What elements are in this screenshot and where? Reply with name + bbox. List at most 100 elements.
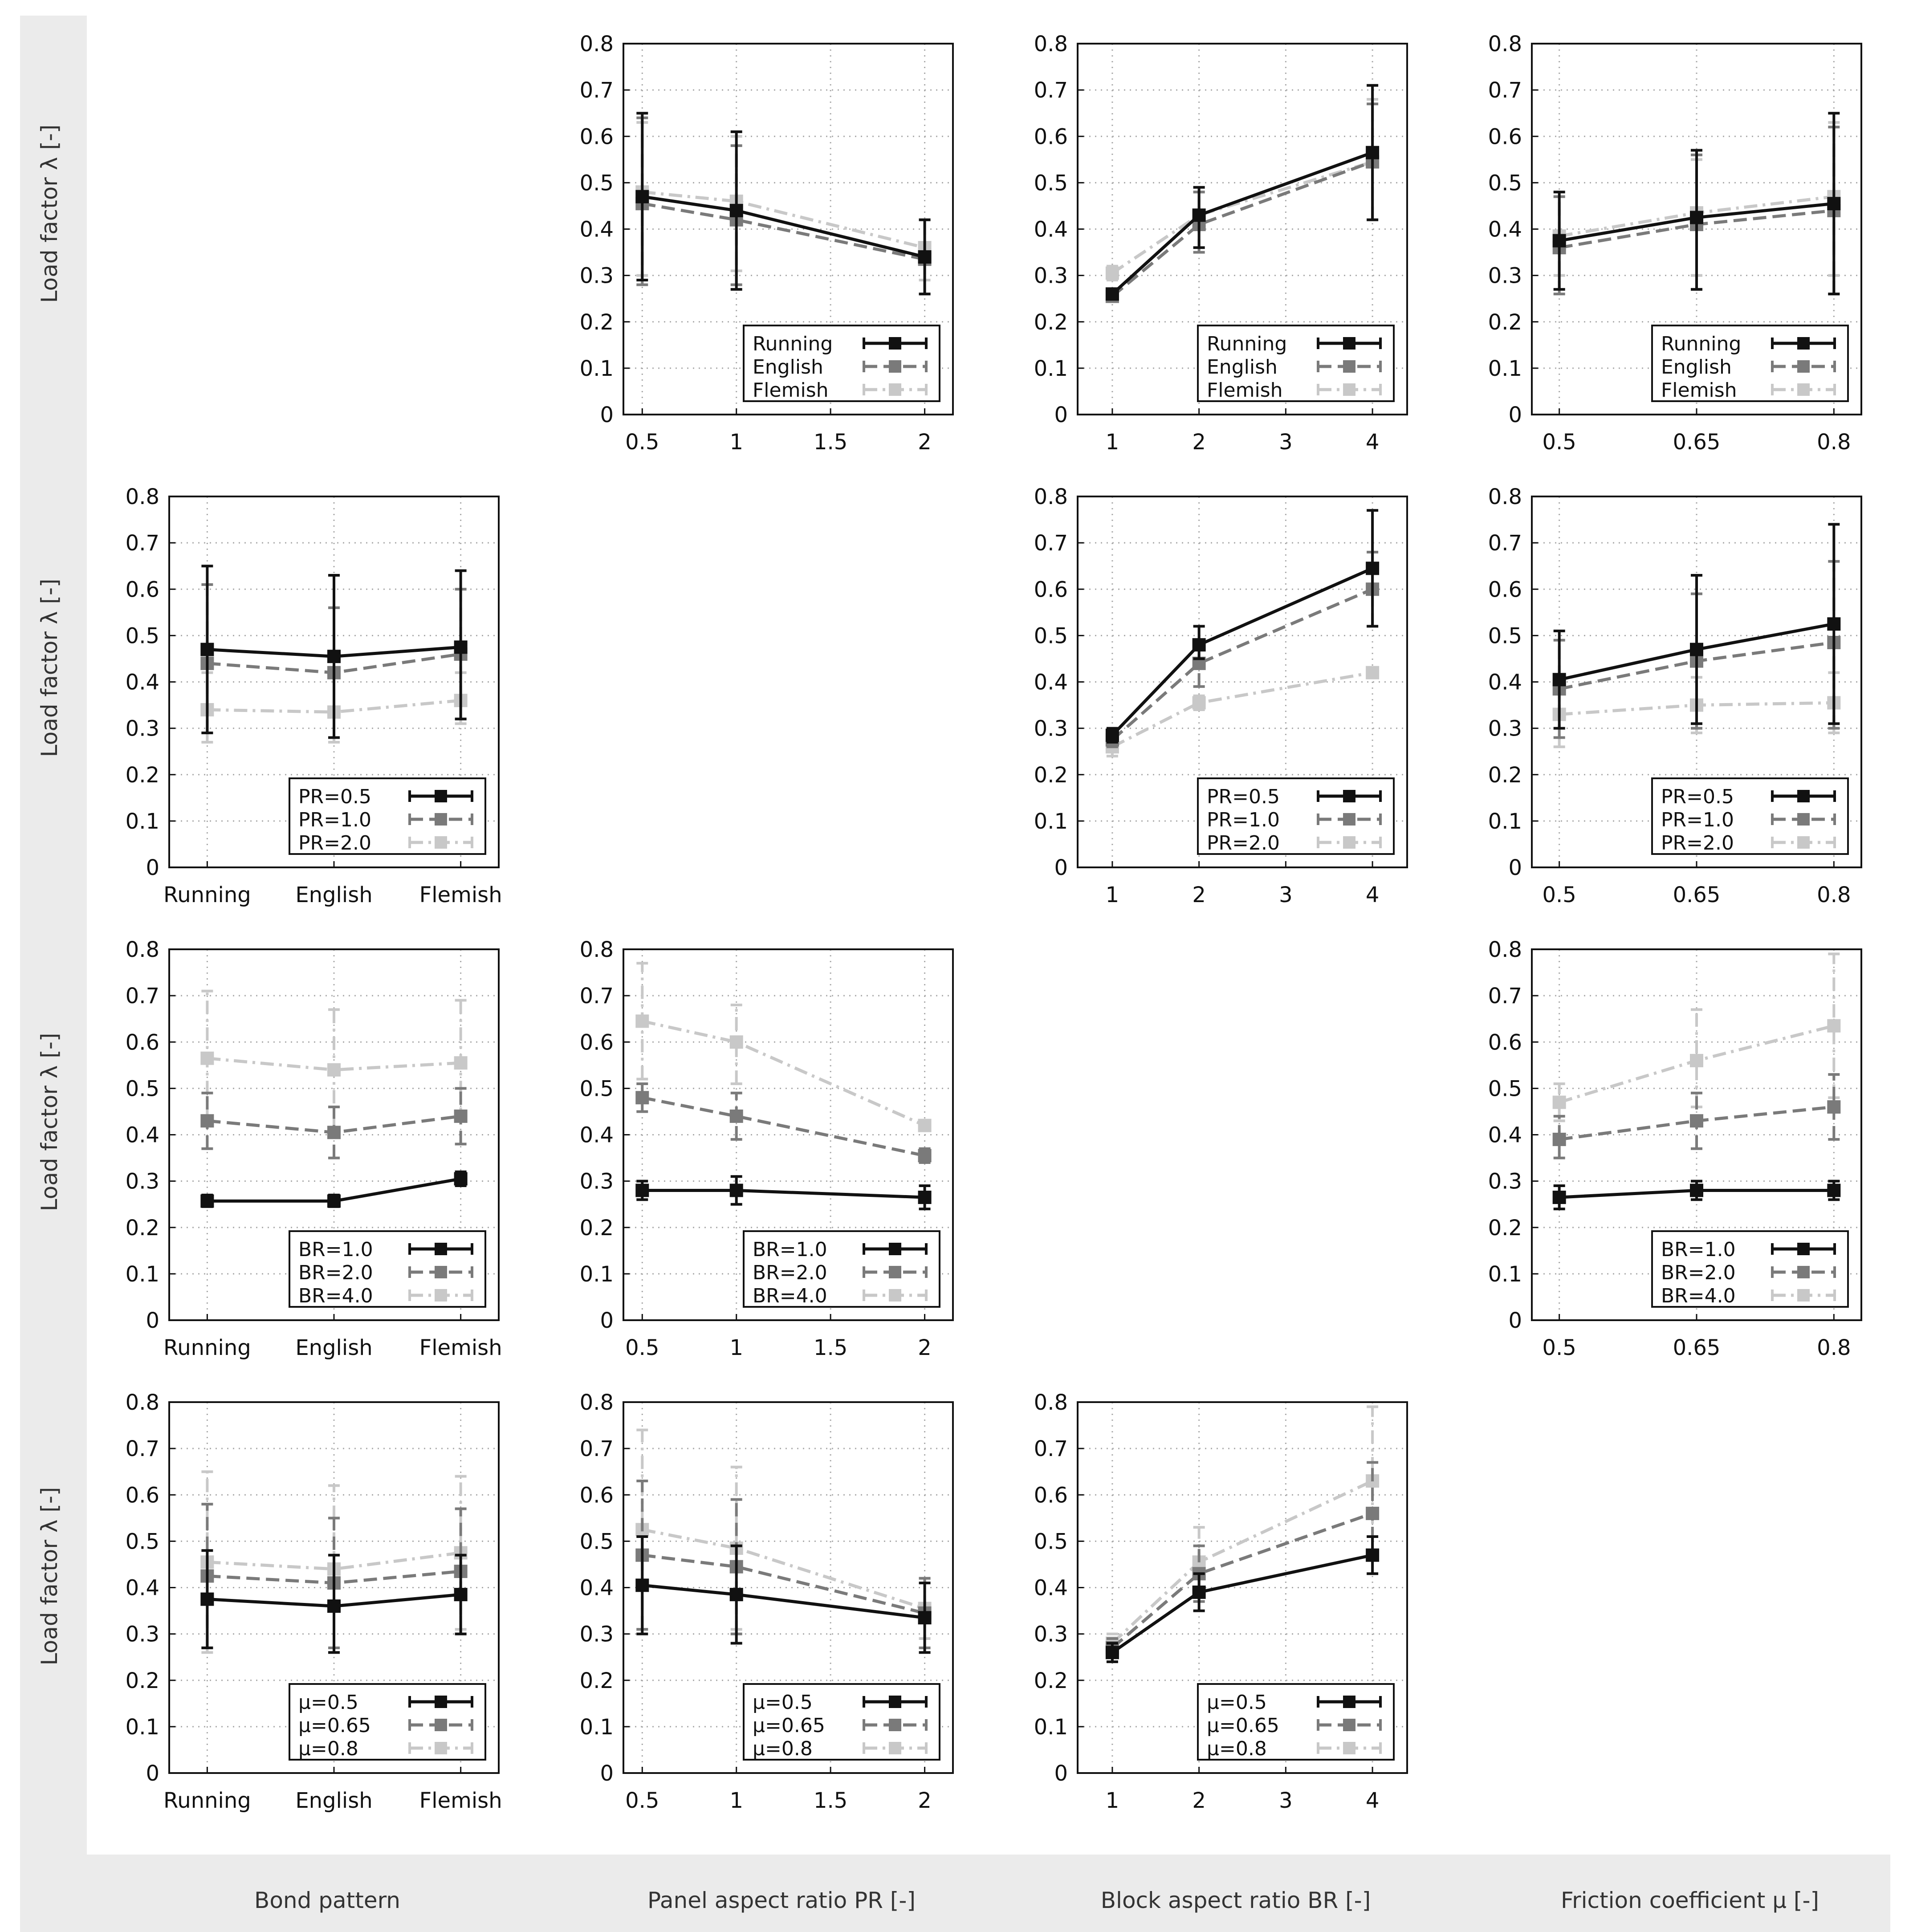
legend-label: Flemish bbox=[1207, 379, 1283, 402]
y-tick-label: 0.5 bbox=[1034, 171, 1068, 195]
x-tick-label: English bbox=[295, 883, 372, 907]
data-point bbox=[918, 250, 932, 264]
data-point bbox=[1105, 287, 1119, 301]
legend-marker bbox=[889, 1266, 901, 1278]
series-line bbox=[642, 1528, 925, 1610]
data-point bbox=[1552, 234, 1566, 248]
legend-label: Running bbox=[1661, 333, 1741, 355]
y-tick-label: 0.2 bbox=[126, 763, 159, 788]
series-line bbox=[1111, 160, 1373, 275]
y-tick-label: 0.5 bbox=[126, 1076, 159, 1101]
series-1 bbox=[1552, 523, 1841, 730]
y-tick-label: 0.6 bbox=[1034, 1483, 1068, 1508]
y-tick-label: 0.6 bbox=[580, 1483, 614, 1508]
legend-marker bbox=[435, 1719, 447, 1731]
legend: BR=1.0BR=2.0BR=4.0 bbox=[1651, 1230, 1849, 1308]
data-point bbox=[918, 1119, 932, 1132]
x-tick-label: 0.5 bbox=[625, 1788, 659, 1813]
y-tick-label: 0.7 bbox=[1488, 78, 1522, 103]
series-2 bbox=[200, 1087, 468, 1159]
row-label-3: Load factor λ [-] bbox=[37, 1033, 62, 1212]
data-point bbox=[1366, 666, 1380, 679]
series-3 bbox=[1552, 952, 1841, 1123]
legend-label: PR=0.5 bbox=[298, 785, 371, 808]
legend-marker bbox=[1343, 1742, 1355, 1754]
y-tick-label: 0.4 bbox=[580, 217, 614, 242]
y-tick-label: 0.1 bbox=[1034, 356, 1068, 381]
y-tick-label: 0.2 bbox=[580, 310, 614, 335]
data-point bbox=[1366, 146, 1380, 159]
y-tick-label: 0 bbox=[146, 855, 159, 880]
data-point bbox=[918, 1149, 932, 1163]
legend-box bbox=[1197, 1683, 1395, 1761]
x-tick-label: Running bbox=[163, 883, 251, 907]
x-tick-label: 2 bbox=[1192, 883, 1206, 907]
legend-marker bbox=[1797, 337, 1810, 350]
x-tick-label: 0.5 bbox=[1542, 883, 1576, 907]
y-tick-label: 0.3 bbox=[1034, 716, 1068, 741]
legend-label: BR=2.0 bbox=[298, 1261, 373, 1284]
y-tick-label: 0.7 bbox=[580, 78, 614, 103]
x-tick-label: 0.8 bbox=[1817, 1335, 1851, 1360]
plot-frame bbox=[1531, 948, 1862, 1321]
legend: PR=0.5PR=1.0PR=2.0 bbox=[289, 777, 486, 855]
x-tick-label: Running bbox=[163, 1788, 251, 1813]
y-tick-label: 0 bbox=[1508, 855, 1522, 880]
data-point bbox=[729, 203, 743, 217]
y-tick-label: 0.6 bbox=[1034, 577, 1068, 602]
x-tick-label: 2 bbox=[1192, 430, 1206, 455]
legend-box bbox=[289, 1230, 486, 1308]
chart-panel-r2-c3: 0 0.1 0.2 0.3 0.4 0.5 0.6 0.7 0.8 1 2 3 4 PR=0.5PR=1.… bbox=[1034, 484, 1408, 907]
y-tick-label: 0.8 bbox=[1488, 937, 1522, 962]
data-point bbox=[1192, 1585, 1206, 1599]
legend-label: English bbox=[1661, 356, 1732, 378]
legend-label: BR=1.0 bbox=[1661, 1238, 1736, 1261]
data-point bbox=[918, 1191, 932, 1204]
legend-label: PR=0.5 bbox=[1661, 785, 1734, 808]
y-tick-label: 0.7 bbox=[126, 1436, 159, 1461]
plot-frame bbox=[168, 948, 500, 1321]
y-tick-label: 0.2 bbox=[1034, 1668, 1068, 1693]
y-tick-label: 0.3 bbox=[580, 264, 614, 289]
legend-box bbox=[743, 1230, 940, 1308]
y-tick-label: 0.8 bbox=[1034, 32, 1068, 57]
y-tick-label: 0.5 bbox=[126, 1529, 159, 1554]
y-tick-label: 0.7 bbox=[1488, 984, 1522, 1009]
y-tick-label: 0.3 bbox=[1034, 264, 1068, 289]
legend-marker bbox=[889, 1719, 901, 1731]
data-point bbox=[1552, 1191, 1566, 1204]
legend-marker bbox=[889, 1742, 901, 1754]
y-tick-label: 0.7 bbox=[580, 1436, 614, 1461]
data-point bbox=[918, 1611, 932, 1625]
data-point bbox=[200, 1114, 214, 1128]
legend-label: PR=1.0 bbox=[1207, 809, 1280, 831]
y-tick-label: 0.6 bbox=[126, 1030, 159, 1055]
series-1 bbox=[200, 1549, 468, 1654]
legend: PR=0.5PR=1.0PR=2.0 bbox=[1197, 777, 1395, 855]
series-1 bbox=[1105, 84, 1380, 301]
series-line bbox=[642, 1019, 925, 1127]
y-tick-label: 0.1 bbox=[126, 809, 159, 834]
x-tick-label: Flemish bbox=[419, 1788, 502, 1813]
legend-marker bbox=[1343, 383, 1355, 396]
y-tick-label: 0.4 bbox=[1488, 670, 1522, 695]
series-2 bbox=[635, 1082, 932, 1164]
data-point bbox=[1366, 1548, 1380, 1562]
y-tick-label: 0.8 bbox=[1488, 484, 1522, 509]
series-3 bbox=[635, 962, 932, 1132]
figure-background bbox=[20, 16, 1890, 1932]
y-tick-label: 0 bbox=[146, 1308, 159, 1333]
data-point bbox=[1690, 1114, 1703, 1128]
legend-label: English bbox=[753, 356, 823, 378]
data-point bbox=[729, 1588, 743, 1602]
x-tick-label: 0.8 bbox=[1817, 430, 1851, 455]
data-point bbox=[327, 1194, 341, 1208]
data-point bbox=[635, 1014, 649, 1028]
series-line bbox=[1111, 588, 1373, 741]
y-tick-label: 0.7 bbox=[1034, 1436, 1068, 1461]
y-tick-label: 0.3 bbox=[580, 1169, 614, 1194]
data-point bbox=[1366, 561, 1380, 575]
y-tick-label: 0.7 bbox=[1034, 531, 1068, 556]
x-tick-label: 0.5 bbox=[625, 1335, 659, 1360]
